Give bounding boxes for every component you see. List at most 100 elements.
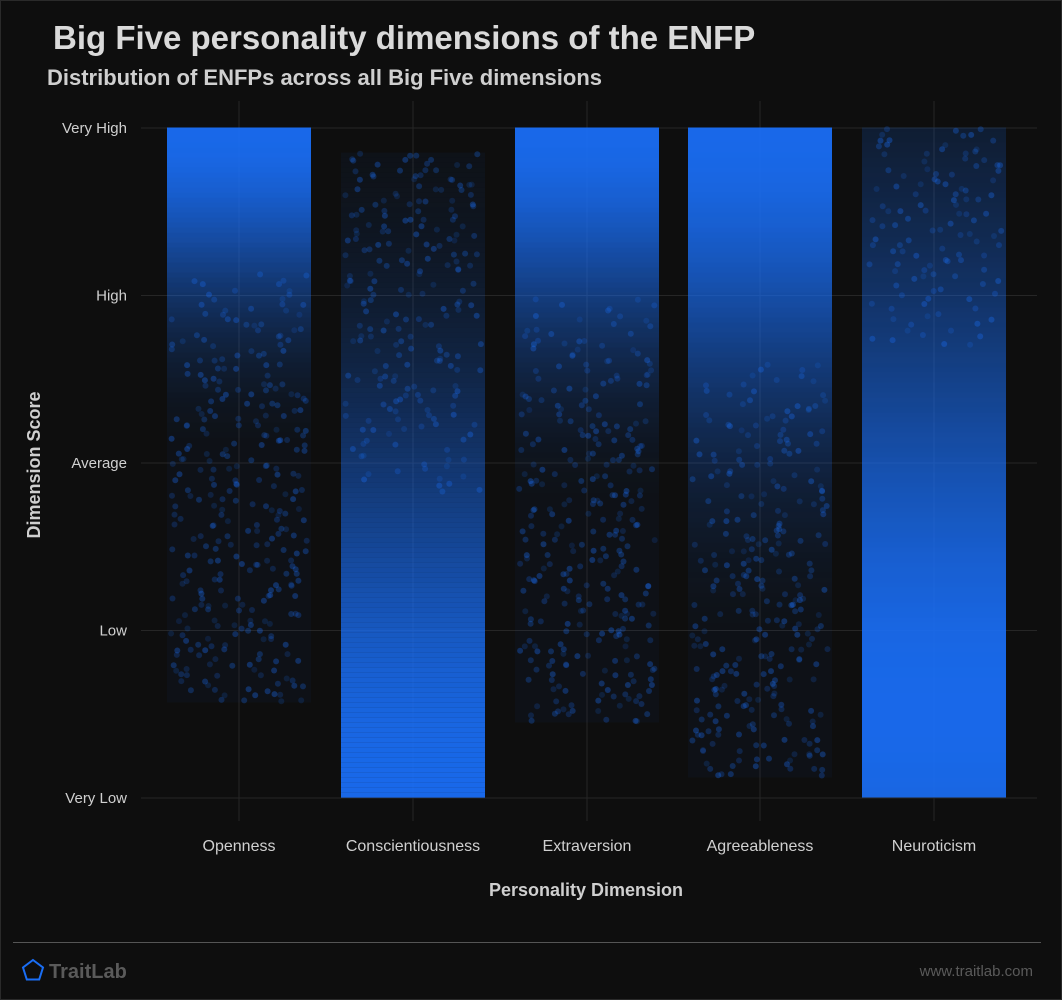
data-point [549, 511, 556, 518]
footer-divider [13, 942, 1041, 943]
data-point [817, 623, 824, 629]
point-band [515, 257, 659, 263]
data-point [452, 213, 458, 220]
point-band [515, 342, 659, 348]
data-point [274, 516, 280, 523]
data-point [611, 572, 618, 579]
data-point [630, 347, 637, 354]
point-band [688, 562, 832, 568]
point-band [862, 342, 1006, 348]
point-band [341, 377, 485, 383]
data-point [454, 366, 461, 373]
data-point [208, 398, 215, 405]
point-band [341, 572, 485, 578]
data-point [342, 252, 349, 259]
data-point [556, 411, 563, 418]
data-point [232, 497, 239, 504]
data-point [551, 710, 558, 717]
data-point [644, 711, 651, 718]
data-point [754, 443, 760, 449]
data-point [619, 535, 625, 542]
data-point [367, 333, 374, 340]
point-band [515, 312, 659, 318]
point-band [167, 533, 311, 538]
point-band [688, 512, 832, 518]
chart-subtitle: Distribution of ENFPs across all Big Fiv… [47, 65, 602, 90]
data-point [694, 731, 701, 738]
point-band [688, 197, 832, 203]
point-band [167, 377, 311, 383]
data-point [579, 670, 586, 677]
data-point [301, 447, 308, 454]
data-point [271, 667, 278, 674]
data-point [172, 477, 179, 484]
data-point [292, 566, 299, 573]
data-point [706, 521, 713, 528]
data-point [821, 586, 828, 593]
data-point [390, 377, 397, 384]
data-point [424, 407, 431, 413]
data-point [198, 590, 205, 597]
data-point [990, 137, 997, 144]
data-point [997, 162, 1004, 169]
data-point [268, 633, 275, 640]
data-point [642, 590, 649, 597]
point-band [341, 522, 485, 528]
data-point [259, 403, 265, 410]
point-band [515, 302, 659, 308]
point-band [341, 307, 485, 313]
data-point [726, 470, 733, 477]
data-point [602, 473, 609, 480]
data-point [288, 557, 295, 564]
data-point [625, 695, 632, 702]
data-point [418, 423, 425, 430]
data-point [638, 442, 645, 449]
point-band [688, 377, 832, 383]
data-point [277, 341, 284, 348]
data-point [758, 653, 765, 660]
data-point [436, 475, 443, 482]
data-point [770, 478, 777, 485]
point-band [341, 207, 485, 213]
point-band [862, 547, 1006, 553]
point-band [688, 352, 832, 358]
data-point [198, 601, 205, 608]
point-band [167, 197, 311, 203]
data-point [604, 596, 611, 603]
point-band [515, 613, 659, 618]
data-point [807, 431, 814, 438]
data-point [723, 482, 730, 489]
site-url[interactable]: www.traitlab.com [919, 963, 1033, 980]
data-point [560, 571, 567, 578]
data-point [381, 207, 388, 214]
data-point [770, 693, 777, 700]
point-band [688, 542, 832, 548]
point-band [862, 322, 1006, 328]
data-point [554, 531, 561, 538]
point-band [688, 452, 832, 458]
data-point [248, 348, 255, 355]
data-point [251, 666, 258, 673]
data-point [269, 565, 276, 572]
brand-logo[interactable]: TraitLab [21, 958, 127, 985]
point-band [167, 643, 311, 648]
data-point [386, 406, 393, 412]
data-point [710, 451, 717, 458]
data-point [797, 537, 804, 544]
data-point [208, 643, 215, 650]
point-band [167, 162, 311, 168]
data-point [467, 191, 474, 198]
data-point [518, 447, 525, 453]
data-point [972, 305, 979, 312]
data-point [422, 167, 429, 174]
data-point [528, 512, 534, 519]
data-point [817, 483, 824, 490]
point-band [341, 237, 485, 243]
data-point [554, 402, 561, 409]
data-point [277, 332, 284, 339]
data-point [558, 406, 564, 413]
data-point [616, 702, 623, 709]
point-band [341, 592, 485, 598]
data-point [521, 471, 528, 478]
data-point [376, 382, 383, 389]
